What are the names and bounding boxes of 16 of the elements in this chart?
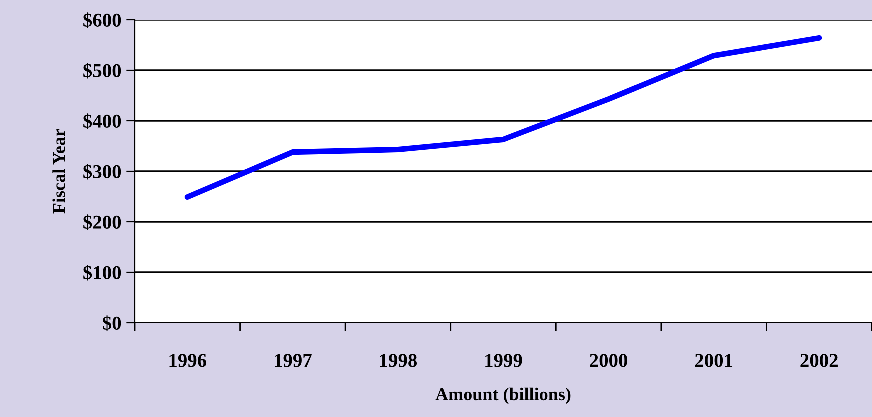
x-tick-label: 2001 <box>695 354 733 368</box>
x-axis-title: Amount (billions) <box>436 388 571 404</box>
y-axis-title: Fiscal Year <box>52 129 66 214</box>
y-tick-label: $600 <box>84 12 122 28</box>
y-tick-label: $0 <box>103 316 122 332</box>
x-tick-label: 2002 <box>800 354 838 368</box>
y-tick-label: $100 <box>84 265 122 281</box>
x-tick-label: 1996 <box>170 354 207 368</box>
y-tick-label: $200 <box>84 214 122 230</box>
x-tick-label: 1997 <box>275 354 312 368</box>
x-tick-label: 1999 <box>486 354 522 368</box>
x-tick-label: 2000 <box>590 354 628 368</box>
y-tick-label: $300 <box>84 164 122 180</box>
x-tick-label: 1998 <box>380 354 418 368</box>
y-tick-label: $500 <box>84 63 122 79</box>
y-tick-label: $400 <box>84 114 122 130</box>
